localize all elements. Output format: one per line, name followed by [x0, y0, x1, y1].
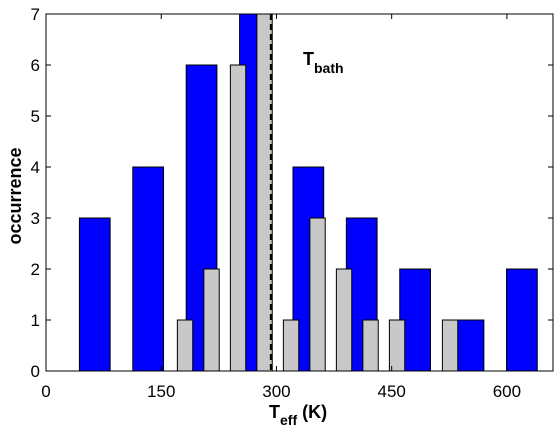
gray-bar-3: [229, 64, 247, 372]
x-tick-label-4: 600: [493, 382, 521, 401]
plot-frame: [45, 13, 554, 372]
axis-tick-labels: 0 150 300 450 600 0 1 2 3 4 5 6 7: [31, 5, 522, 401]
blue-bar-8: [506, 268, 538, 372]
y-tick-label-1: 1: [31, 311, 40, 330]
t-bath-label: Tbath: [303, 49, 344, 76]
x-tick-label-2: 300: [262, 382, 290, 401]
x-tick-label-1: 150: [147, 382, 175, 401]
gray-bar-6: [309, 217, 326, 372]
x-tick-label-0: 0: [41, 382, 50, 401]
axis-ticks: [45, 13, 553, 372]
gray-bar-1: [176, 319, 194, 372]
y-tick-label-5: 5: [31, 107, 40, 126]
gray-bar-8: [362, 319, 379, 372]
gray-bar-7: [335, 268, 353, 372]
y-tick-label-7: 7: [31, 5, 40, 24]
blue-bar-0: [78, 217, 111, 372]
y-tick-label-4: 4: [31, 158, 40, 177]
gray-bar-2: [203, 268, 220, 372]
y-tick-label-0: 0: [31, 362, 40, 381]
gray-bar-5: [282, 319, 300, 372]
x-axis-label: Teff (K): [269, 402, 327, 428]
y-tick-label-3: 3: [31, 209, 40, 228]
y-tick-label-2: 2: [31, 260, 40, 279]
y-axis-label: occurrence: [5, 147, 25, 244]
gray-bar-9: [388, 319, 406, 372]
x-tick-label-3: 450: [377, 382, 405, 401]
gray-bar-11: [441, 319, 459, 372]
y-tick-label-6: 6: [31, 56, 40, 75]
blue-bar-1: [132, 166, 165, 372]
